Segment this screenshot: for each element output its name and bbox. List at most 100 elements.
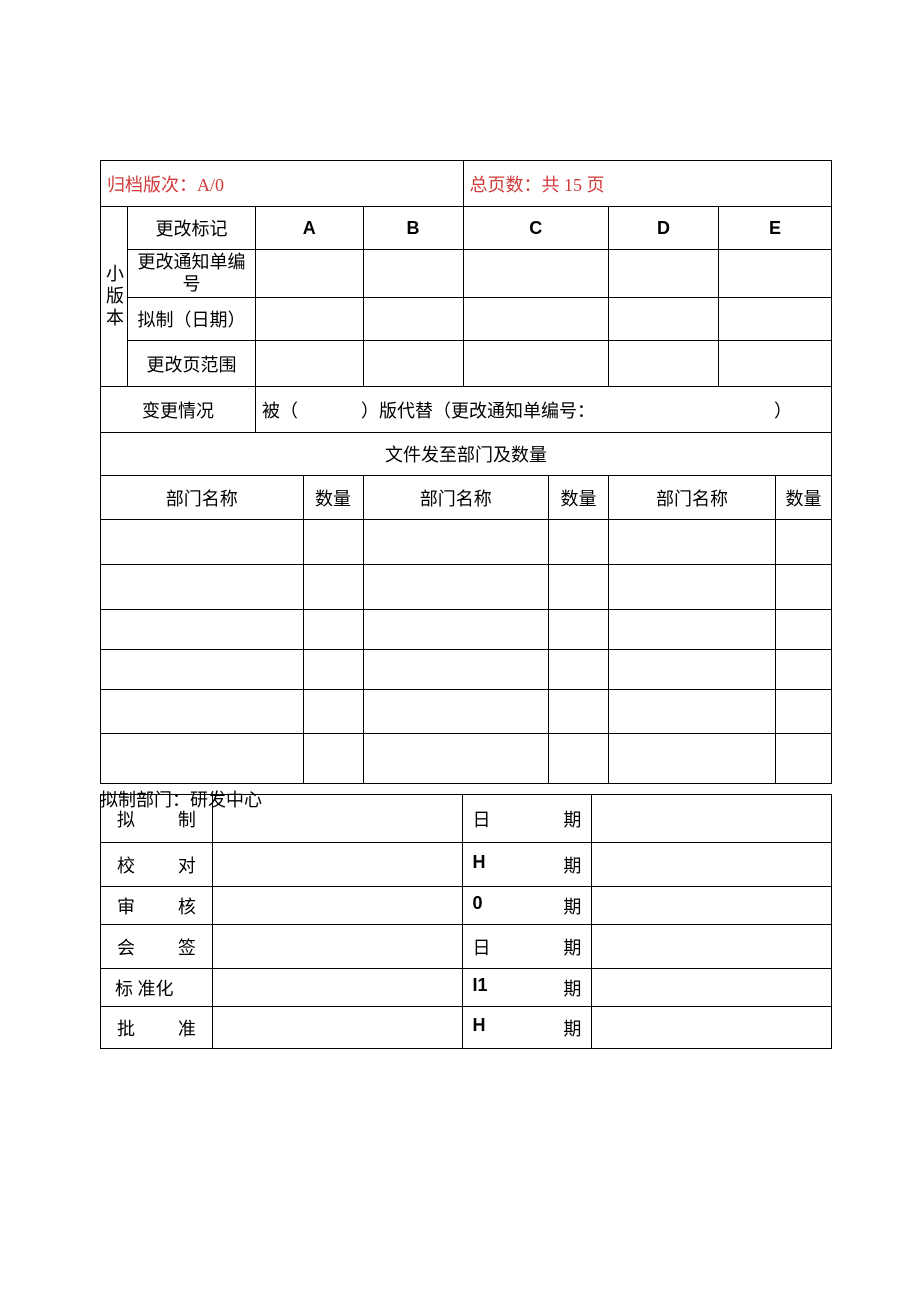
dept-label-2: 部门名称	[363, 476, 549, 520]
dist-row-4	[101, 650, 832, 690]
signoff-value	[212, 969, 462, 1007]
signoff-date-value	[592, 925, 832, 969]
cell-date-A	[256, 298, 364, 341]
d4c2	[303, 650, 363, 690]
signoff-role: 标 准化	[101, 969, 213, 1007]
d1c2	[303, 520, 363, 565]
draft-dept-text: 拟制部门：研发中心	[100, 786, 262, 812]
change-mark-label: 更改标记	[128, 207, 256, 250]
total-pages-value: 15	[564, 175, 582, 195]
signoff-date-label: 0期	[462, 887, 592, 925]
cell-notice-C	[463, 250, 609, 298]
main-table: 归档版次：A/0 总页数：共 15 页 小版本 更改标记 A B C D E 更…	[100, 160, 832, 784]
minor-version-label: 小版本	[101, 264, 127, 330]
signoff-row: 会签 日期	[101, 925, 832, 969]
signoff-table: 拟制日期校对H期审核0期会签日期标 准化I1期批准H期	[100, 794, 832, 1049]
dist-row-3	[101, 610, 832, 650]
d5c2	[303, 690, 363, 734]
signoff-date-label: H期	[462, 1007, 592, 1049]
signoff-row: 校对H期	[101, 843, 832, 887]
dept-label-3: 部门名称	[609, 476, 776, 520]
cell-date-C	[463, 298, 609, 341]
change-mark-row: 小版本 更改标记 A B C D E	[101, 207, 832, 250]
d5c1	[101, 690, 304, 734]
signoff-role: 会签	[101, 925, 213, 969]
d6c3	[363, 734, 549, 784]
d5c5	[609, 690, 776, 734]
cell-date-E	[719, 298, 832, 341]
col-A: A	[256, 207, 364, 250]
total-pages-label: 总页数：共	[470, 175, 560, 195]
change-status-label: 变更情况	[101, 387, 256, 433]
d3c4	[549, 610, 609, 650]
change-notice-row: 更改通知单编号	[101, 250, 832, 298]
d1c5	[609, 520, 776, 565]
drafted-date-row: 拟制（日期）	[101, 298, 832, 341]
cs-suffix: ）	[774, 401, 792, 421]
d2c3	[363, 565, 549, 610]
d5c6	[776, 690, 832, 734]
cell-notice-D	[609, 250, 719, 298]
cell-date-D	[609, 298, 719, 341]
d4c3	[363, 650, 549, 690]
d6c6	[776, 734, 832, 784]
signoff-value	[212, 1007, 462, 1049]
header-row: 归档版次：A/0 总页数：共 15 页	[101, 161, 832, 207]
d3c1	[101, 610, 304, 650]
signoff-value	[212, 925, 462, 969]
cell-range-C	[463, 341, 609, 387]
archive-version-value: A/0	[197, 175, 224, 195]
signoff-row: 审核 0期	[101, 887, 832, 925]
distribution-title: 文件发至部门及数量	[101, 433, 832, 476]
d3c2	[303, 610, 363, 650]
dist-row-2	[101, 565, 832, 610]
qty-label-1: 数量	[303, 476, 363, 520]
d2c4	[549, 565, 609, 610]
d6c1	[101, 734, 304, 784]
dept-label-1: 部门名称	[101, 476, 304, 520]
d3c3	[363, 610, 549, 650]
signoff-date-label: I1期	[462, 969, 592, 1007]
signoff-date-label: 日期	[462, 925, 592, 969]
col-C: C	[463, 207, 609, 250]
d4c1	[101, 650, 304, 690]
signoff-role: 批准	[101, 1007, 213, 1049]
distribution-header-row: 部门名称 数量 部门名称 数量 部门名称 数量	[101, 476, 832, 520]
d5c3	[363, 690, 549, 734]
cell-range-B	[363, 341, 463, 387]
d1c3	[363, 520, 549, 565]
signoff-date-label: 日期	[462, 795, 592, 843]
total-pages-suffix: 页	[587, 175, 605, 195]
archive-version-label: 归档版次：	[107, 175, 197, 195]
col-D: D	[609, 207, 719, 250]
d2c1	[101, 565, 304, 610]
d3c6	[776, 610, 832, 650]
change-status-row: 变更情况 被（ ）版代替（更改通知单编号： ）	[101, 387, 832, 433]
archive-version-cell: 归档版次：A/0	[101, 161, 464, 207]
cell-range-E	[719, 341, 832, 387]
d3c5	[609, 610, 776, 650]
page: 归档版次：A/0 总页数：共 15 页 小版本 更改标记 A B C D E 更…	[0, 0, 920, 1301]
change-notice-label: 更改通知单编号	[128, 250, 256, 298]
d1c6	[776, 520, 832, 565]
signoff-role: 审核	[101, 887, 213, 925]
cell-notice-E	[719, 250, 832, 298]
cell-notice-A	[256, 250, 364, 298]
change-page-range-row: 更改页范围	[101, 341, 832, 387]
d2c5	[609, 565, 776, 610]
d1c1	[101, 520, 304, 565]
d2c6	[776, 565, 832, 610]
d6c4	[549, 734, 609, 784]
signoff-value	[212, 843, 462, 887]
drafted-date-label: 拟制（日期）	[128, 298, 256, 341]
col-B: B	[363, 207, 463, 250]
dist-row-5	[101, 690, 832, 734]
d1c4	[549, 520, 609, 565]
signoff-role: 校对	[101, 843, 213, 887]
cell-range-D	[609, 341, 719, 387]
d4c5	[609, 650, 776, 690]
signoff-row: 标 准化 I1期	[101, 969, 832, 1007]
dist-row-6	[101, 734, 832, 784]
d2c2	[303, 565, 363, 610]
signoff-date-value	[592, 795, 832, 843]
